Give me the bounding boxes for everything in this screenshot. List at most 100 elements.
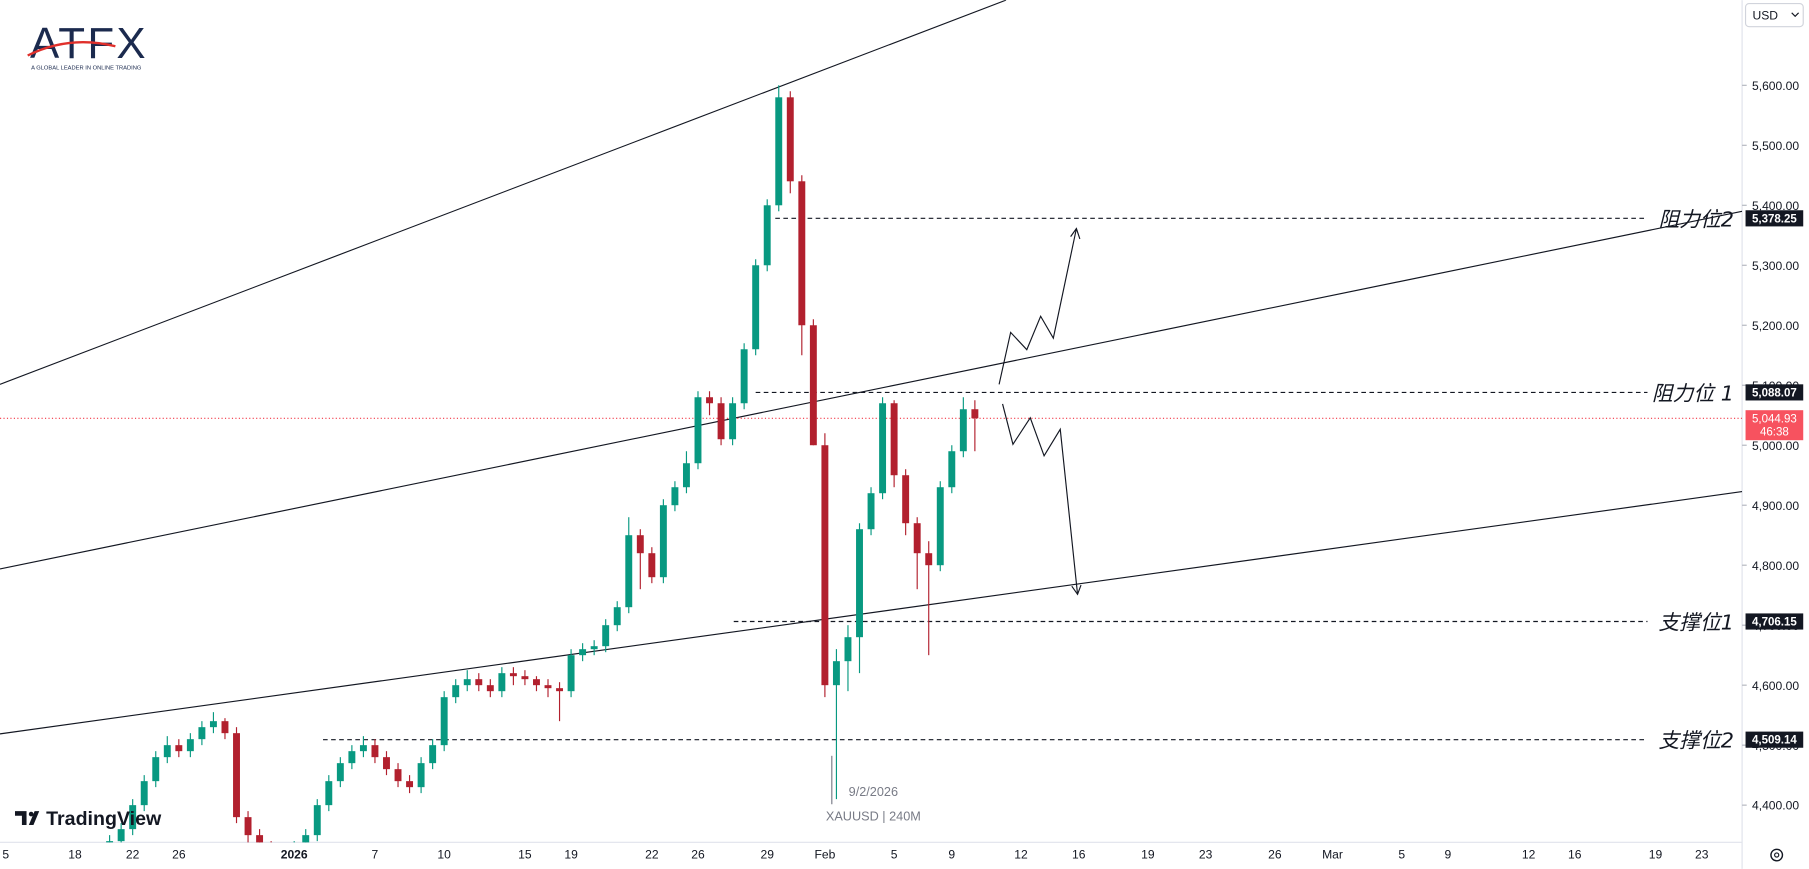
x-tick-label: 16 xyxy=(1568,847,1582,861)
candle-body xyxy=(256,835,264,843)
level-name: 支撑位1 xyxy=(1659,611,1734,635)
x-tick-label: 5 xyxy=(2,847,9,861)
dropdown-caret[interactable] xyxy=(1791,12,1800,18)
candle-body xyxy=(498,673,506,692)
x-tick-label: 9 xyxy=(1445,847,1452,861)
candle-body xyxy=(440,697,448,746)
level-badge xyxy=(1745,210,1804,227)
x-tick-label: Feb xyxy=(814,847,835,861)
last-price-badge xyxy=(1745,410,1804,441)
currency-selector[interactable]: USD xyxy=(1744,3,1804,28)
level-badge xyxy=(1745,731,1804,748)
candle-body xyxy=(325,781,333,806)
y-tick-label: 5,600.00 xyxy=(1752,79,1799,93)
candle-body xyxy=(694,397,702,464)
candle-body xyxy=(117,829,125,842)
x-tick-label: 29 xyxy=(760,847,774,861)
candle-body xyxy=(336,763,344,782)
candle-body xyxy=(902,475,910,524)
candle-body xyxy=(636,535,644,554)
candle-body xyxy=(706,397,713,404)
level-value-label: 5,378.25 xyxy=(1752,213,1797,225)
candle-body xyxy=(659,505,667,578)
candle-body xyxy=(140,781,148,806)
x-tick-label: 23 xyxy=(1199,847,1213,861)
candle-body xyxy=(740,349,748,404)
candle-body xyxy=(971,409,979,419)
candle-body xyxy=(533,679,540,686)
candle-body xyxy=(313,805,321,836)
x-tick-label: 7 xyxy=(372,847,379,861)
candle-body xyxy=(106,841,114,843)
y-tick-label: 5,400.00 xyxy=(1752,199,1799,213)
candle-body xyxy=(948,451,956,488)
candle-body xyxy=(729,403,737,440)
logo-swoosh xyxy=(27,41,116,57)
candle-body xyxy=(959,409,967,452)
candle-body xyxy=(348,751,356,764)
levels xyxy=(0,217,1743,741)
settings-icon[interactable] xyxy=(1774,852,1780,858)
x-tick-label: 18 xyxy=(68,847,82,861)
candle-body xyxy=(613,607,621,626)
x-tick-label: 9 xyxy=(948,847,955,861)
settings-button[interactable] xyxy=(1770,848,1784,862)
price-badges: 5,378.25 5,088.07 4,706.15 4,509.14 5,044.93… xyxy=(1745,210,1804,748)
arrow-head xyxy=(1070,227,1081,240)
y-tick-label: 5,200.00 xyxy=(1752,319,1799,333)
candle-body xyxy=(913,523,921,554)
level-badge xyxy=(1745,613,1804,630)
candle-body xyxy=(521,676,529,680)
y-tick-label: 4,600.00 xyxy=(1752,679,1799,693)
candle-body xyxy=(302,835,310,843)
candle-body xyxy=(244,817,252,836)
candle-body xyxy=(429,745,437,764)
candle-body xyxy=(129,805,137,830)
y-tick-label: 5,300.00 xyxy=(1752,259,1799,273)
candle-body xyxy=(567,655,575,692)
currency-button[interactable] xyxy=(1744,3,1804,28)
candle-body xyxy=(198,727,206,740)
crosshair-date: 9/2/2026 xyxy=(849,785,898,799)
candle-body xyxy=(233,733,240,818)
candle-body xyxy=(371,745,379,758)
candle-body xyxy=(486,685,494,692)
candle-body xyxy=(786,97,794,182)
y-tick-label: 5,000.00 xyxy=(1752,439,1799,453)
candle-body xyxy=(821,445,829,686)
candle-body xyxy=(186,739,194,752)
countdown: 46:38 xyxy=(1760,427,1789,439)
candle-body xyxy=(417,763,425,788)
candle-body xyxy=(475,679,483,686)
candle-body xyxy=(890,403,898,476)
x-tick-label: 22 xyxy=(126,847,140,861)
candle-body xyxy=(798,181,806,326)
currency-label[interactable]: USD xyxy=(1752,9,1778,23)
y-tick-label: 4,800.00 xyxy=(1752,559,1799,573)
brand: TradingView xyxy=(14,808,162,830)
x-tick-label: 26 xyxy=(1268,847,1282,861)
projection-down xyxy=(1002,403,1079,595)
logo-tagline: A GLOBAL LEADER IN ONLINE TRADING xyxy=(31,65,142,71)
logo: ATFX A GLOBAL LEADER IN ONLINE TRADING xyxy=(27,19,146,71)
x-tick-label: 12 xyxy=(1522,847,1536,861)
candle-body xyxy=(602,625,610,647)
settings-icon[interactable] xyxy=(1770,848,1784,862)
candle-body xyxy=(925,553,933,566)
candle-body xyxy=(509,673,517,677)
arrow-head xyxy=(1071,584,1082,596)
candle-body xyxy=(775,97,783,206)
candle-body xyxy=(809,325,817,446)
candle-body xyxy=(867,493,875,530)
y-tick-label: 4,900.00 xyxy=(1752,499,1799,513)
level-badge xyxy=(1745,384,1804,401)
candle-body xyxy=(463,679,471,686)
candle-body xyxy=(406,781,414,788)
x-tick-label: 15 xyxy=(518,847,532,861)
y-tick-label: 5,500.00 xyxy=(1752,139,1799,153)
brand-icon xyxy=(28,811,34,817)
level-value-label: 4,509.14 xyxy=(1752,735,1797,747)
candle-body xyxy=(832,661,840,686)
candle-body xyxy=(394,769,402,782)
